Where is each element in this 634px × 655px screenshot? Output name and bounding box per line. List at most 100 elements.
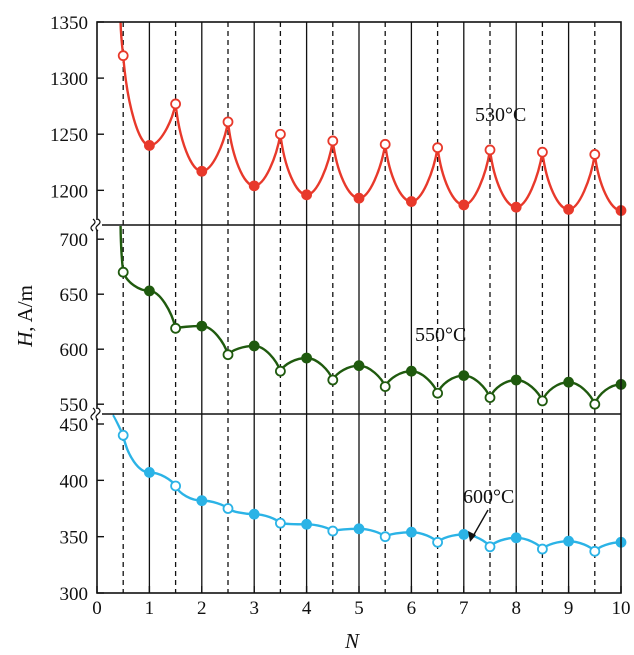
grid-lines <box>122 22 596 593</box>
x-tick-label: 4 <box>302 598 312 619</box>
data-point-filled <box>510 374 522 386</box>
data-point-open <box>379 381 391 393</box>
x-tick-label: 5 <box>354 598 364 619</box>
data-point-filled <box>196 165 208 177</box>
data-point-filled <box>301 189 313 201</box>
data-point-filled <box>353 192 365 204</box>
y-axis-title-symbol: H <box>13 330 37 348</box>
axis-break-mark <box>95 218 101 232</box>
y-tick-label: 350 <box>60 528 89 549</box>
data-point-open <box>484 541 496 553</box>
data-point-filled <box>353 360 365 372</box>
axis-break-mark <box>90 407 96 421</box>
data-point-open <box>170 98 182 110</box>
data-point-open <box>117 266 129 278</box>
data-point-filled <box>248 508 260 520</box>
x-tick-label: 9 <box>564 598 574 619</box>
data-point-open <box>222 503 234 514</box>
y-tick-label: 600 <box>60 340 89 361</box>
y-tick-label: 400 <box>60 471 89 492</box>
series-line <box>111 413 621 554</box>
data-point-filled <box>510 532 522 544</box>
data-point-filled <box>563 204 574 215</box>
y-tick-label: 1350 <box>50 13 88 34</box>
data-point-open <box>117 50 129 62</box>
data-point-open <box>537 543 548 555</box>
x-tick-label: 1 <box>145 598 155 619</box>
axis-break-mark <box>95 407 101 421</box>
axes: 0 1 2 3 4 5 6 7 8 9 10 1200 1250 1300 1350 550 600 650 700… <box>50 13 631 619</box>
data-point-filled <box>458 199 470 211</box>
data-point-filled <box>143 467 155 478</box>
data-point-open <box>589 545 601 557</box>
data-point-open <box>537 146 548 158</box>
series-label-530: 530°C <box>475 104 526 126</box>
series-550°C <box>117 225 627 410</box>
data-point-open <box>589 149 601 160</box>
data-point-filled <box>143 140 155 151</box>
y-tick-label: 300 <box>60 584 89 605</box>
y-tick-label: 650 <box>60 285 89 306</box>
data-point-filled <box>405 196 417 207</box>
annotation-arrowhead <box>468 531 476 542</box>
y-tick-label: 1200 <box>50 181 88 202</box>
axis-break-mask <box>92 220 102 230</box>
data-point-filled <box>301 352 313 364</box>
y-axis-title: H, A/m <box>13 285 37 348</box>
x-tick-label: 6 <box>407 598 417 619</box>
data-point-filled <box>563 376 574 388</box>
axis-break-mark <box>90 218 96 232</box>
data-point-open <box>170 322 182 334</box>
data-point-open <box>170 480 182 492</box>
x-tick-label: 7 <box>459 598 469 619</box>
data-point-open <box>327 135 339 147</box>
data-point-filled <box>248 340 260 352</box>
data-point-open <box>222 349 234 361</box>
data-point-open <box>589 398 601 410</box>
series-layer <box>111 21 627 557</box>
series-line <box>119 225 621 408</box>
x-tick-label: 10 <box>612 598 631 619</box>
data-point-filled <box>563 535 574 547</box>
y-tick-label: 450 <box>60 415 89 436</box>
labels: 530°C 550°C 600°C N H, A/m <box>13 104 526 653</box>
data-point-filled <box>143 285 155 297</box>
data-point-open <box>432 142 444 154</box>
series-label-550: 550°C <box>415 324 466 346</box>
y-tick-label: 700 <box>60 230 89 251</box>
data-point-filled <box>510 201 522 213</box>
data-point-open <box>432 536 444 548</box>
data-point-open <box>379 531 391 543</box>
data-point-open <box>327 525 339 537</box>
data-point-filled <box>458 370 470 382</box>
data-point-filled <box>301 518 313 530</box>
data-point-filled <box>353 523 365 535</box>
x-tick-label: 3 <box>249 598 259 619</box>
data-point-open <box>484 392 496 404</box>
data-point-open <box>379 138 391 150</box>
data-point-open <box>274 365 286 377</box>
data-point-filled <box>248 180 260 192</box>
data-point-open <box>222 116 234 128</box>
series-530°C <box>117 21 627 216</box>
series-label-600: 600°C <box>463 486 514 508</box>
x-tick-label: 2 <box>197 598 207 619</box>
data-point-filled <box>405 365 417 377</box>
data-point-filled <box>458 529 470 540</box>
y-axis-title-unit: , A/m <box>13 285 37 332</box>
data-point-open <box>327 374 339 386</box>
data-point-open <box>484 144 496 156</box>
axis-break-mask <box>92 409 102 419</box>
data-point-open <box>537 395 548 407</box>
x-axis-title: N <box>344 629 360 653</box>
annotation-arrow <box>471 509 489 539</box>
x-tick-label: 0 <box>92 598 102 619</box>
data-point-filled <box>405 526 417 538</box>
data-point-filled <box>196 495 208 507</box>
data-point-open <box>117 429 129 441</box>
x-tick-label: 8 <box>511 598 521 619</box>
data-point-filled <box>196 320 208 332</box>
series-600°C <box>111 413 627 557</box>
y-tick-label: 1300 <box>50 69 88 90</box>
